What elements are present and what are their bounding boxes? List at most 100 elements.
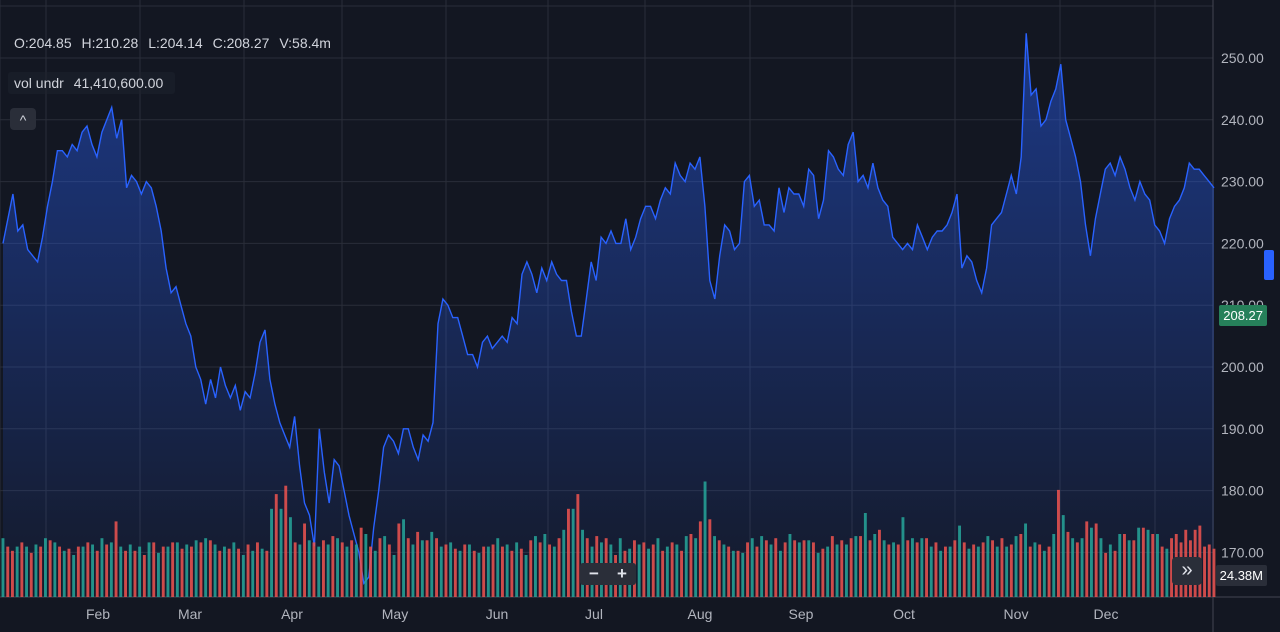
volume-bar: [279, 508, 283, 597]
volume-bar: [1123, 534, 1126, 597]
volume-bar: [1151, 534, 1155, 597]
volume-bar: [175, 542, 179, 597]
volume-bar: [237, 548, 240, 597]
volume-bar: [1066, 531, 1070, 597]
volume-bar: [95, 550, 99, 597]
volume-bar: [1038, 544, 1042, 597]
volume-bar: [534, 536, 537, 597]
y-tick-label: 200.00: [1221, 359, 1264, 375]
volume-bar: [665, 546, 669, 597]
volume-bar: [1019, 534, 1023, 597]
volume-bar: [91, 544, 94, 597]
x-tick-label: Aug: [688, 606, 713, 622]
y-tick-label: 240.00: [1221, 112, 1264, 128]
x-tick-label: May: [382, 606, 408, 622]
volume-bar: [190, 546, 193, 597]
volume-bar: [1099, 538, 1103, 597]
volume-bar: [72, 555, 76, 597]
volume-bar: [1146, 529, 1150, 597]
volume-bar: [1137, 527, 1141, 597]
volume-bar: [911, 538, 914, 597]
volume-bar: [463, 544, 467, 597]
x-tick-label: Nov: [1004, 606, 1029, 622]
price-area: [2, 33, 1215, 598]
zoom-in-button[interactable]: +: [617, 564, 627, 583]
y-tick-label: 220.00: [1221, 235, 1264, 251]
volume-bar: [878, 529, 881, 597]
volume-bar: [1132, 540, 1136, 597]
x-tick-label: Oct: [893, 606, 915, 622]
volume-bar: [128, 544, 132, 597]
volume-bar: [435, 538, 438, 597]
volume-bar: [1080, 538, 1084, 597]
volume-bar: [133, 550, 137, 597]
volume-bar: [180, 548, 184, 597]
volume-bar: [849, 538, 853, 597]
volume-bar: [138, 546, 142, 597]
volume-bar: [769, 544, 773, 597]
volume-bar: [312, 542, 316, 597]
volume-bar: [1156, 534, 1159, 597]
volume-bar: [703, 481, 707, 597]
volume-bar: [901, 517, 905, 597]
volume-bar: [976, 546, 980, 597]
volume-bar: [378, 538, 382, 597]
volume-bar: [364, 534, 368, 597]
volume-bar: [887, 544, 891, 597]
volume-bar: [722, 544, 726, 597]
volume-bar: [505, 544, 509, 597]
volume-bar: [444, 544, 448, 597]
volume-bar: [218, 550, 222, 597]
volume-bar: [981, 542, 985, 597]
volume-bar: [260, 548, 264, 597]
last-volume-tag: 24.38M: [1215, 565, 1267, 586]
price-scale-handle[interactable]: [1264, 250, 1274, 280]
zoom-out-button[interactable]: −: [589, 564, 599, 583]
last-price-tag: 208.27: [1219, 305, 1267, 326]
volume-bar: [373, 550, 377, 597]
low-value: L:204.14: [148, 35, 203, 51]
volume-bar: [1009, 544, 1013, 597]
volume-bar: [972, 544, 976, 597]
x-tick-label: Dec: [1094, 606, 1119, 622]
volume-bar: [689, 534, 693, 597]
x-tick-label: Apr: [281, 606, 303, 622]
volume-bar: [1108, 544, 1112, 597]
volume-bar: [331, 536, 335, 597]
volume-bar: [11, 550, 14, 597]
volume-bar: [227, 548, 231, 597]
volume-bar: [359, 527, 363, 597]
volume-bar: [1000, 538, 1004, 597]
y-tick-label: 180.00: [1221, 483, 1264, 499]
volume-bar: [991, 540, 994, 597]
collapse-legend-button[interactable]: ^: [10, 108, 36, 130]
volume-bar: [1170, 538, 1173, 597]
volume-bar: [425, 540, 429, 597]
volume-bar: [727, 546, 731, 597]
volume-bar: [519, 548, 523, 597]
volume-bar: [680, 550, 683, 597]
volume-bar: [501, 546, 504, 597]
volume-bar: [1057, 489, 1060, 597]
volume-bars: [1, 481, 1216, 597]
volume-bar: [387, 544, 391, 597]
volume-bar: [510, 550, 514, 597]
volume-bar: [166, 546, 170, 597]
volume-bar: [119, 546, 123, 597]
volume-bar: [746, 542, 749, 597]
volume-bar: [1, 538, 5, 597]
volume-indicator-legend[interactable]: vol undr 41,410,600.00: [8, 72, 176, 94]
volume-bar: [764, 540, 768, 597]
volume-bar: [788, 534, 792, 597]
volume-bar: [802, 540, 806, 597]
volume-bar: [1033, 542, 1037, 597]
scroll-to-latest-button[interactable]: »: [1172, 557, 1202, 585]
volume-bar: [15, 546, 19, 597]
volume-bar: [816, 552, 820, 597]
volume-bar: [675, 544, 679, 597]
volume-bar: [934, 542, 938, 597]
volume-bar: [6, 546, 10, 597]
volume-bar: [1203, 546, 1206, 597]
volume-bar: [713, 536, 716, 597]
